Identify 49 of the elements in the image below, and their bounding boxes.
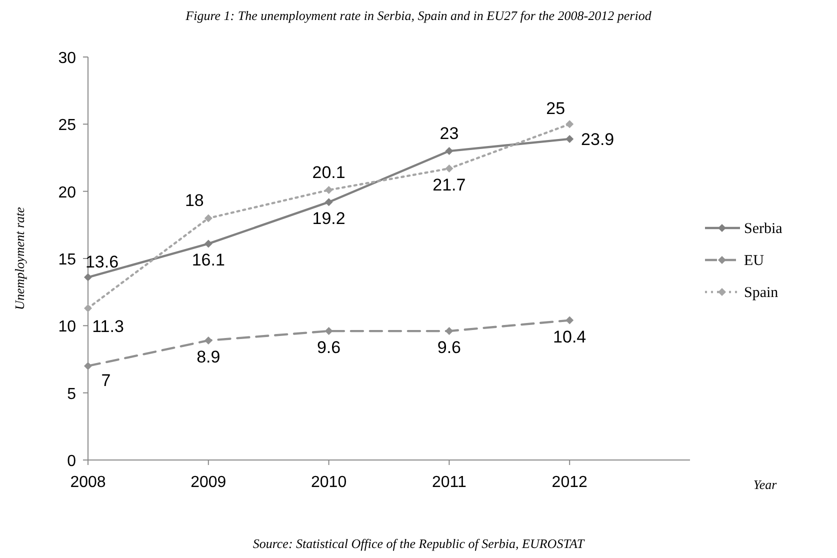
x-axis-title: Year bbox=[753, 477, 778, 492]
point bbox=[324, 186, 333, 194]
point bbox=[204, 240, 212, 248]
legend-label: Spain bbox=[744, 285, 779, 301]
data-label: 8.9 bbox=[196, 347, 220, 366]
point bbox=[84, 273, 92, 282]
y-tick-label: 0 bbox=[67, 453, 76, 470]
point bbox=[84, 362, 92, 370]
point bbox=[204, 214, 212, 222]
point bbox=[445, 147, 454, 156]
data-label: 21.7 bbox=[432, 175, 466, 194]
data-label: 19.2 bbox=[312, 209, 346, 228]
data-label: 16.1 bbox=[192, 250, 225, 270]
x-tick-label: 2011 bbox=[432, 474, 467, 491]
data-label: 7 bbox=[101, 370, 111, 390]
x-tick-label: 2010 bbox=[311, 474, 347, 491]
y-tick-label: 25 bbox=[58, 117, 76, 134]
data-label: 9.6 bbox=[437, 338, 462, 358]
point bbox=[324, 198, 333, 206]
x-tick-label: 2008 bbox=[70, 474, 106, 491]
data-label: 13.6 bbox=[85, 252, 119, 272]
data-label: 11.3 bbox=[92, 317, 124, 336]
point bbox=[204, 336, 212, 344]
data-label: 23.9 bbox=[581, 130, 614, 149]
chart-title: Figure 1: The unemployment rate in Serbia, Spain and in EU27 for the 2008-2012 period bbox=[184, 8, 652, 23]
data-label: 23 bbox=[440, 124, 459, 144]
source-note: Source: Statistical Office of the Republic of Serbia, EUROSTAT bbox=[252, 536, 585, 551]
point bbox=[566, 134, 574, 143]
legend-label: Serbia bbox=[744, 221, 783, 237]
x-tick-label: 2009 bbox=[190, 474, 226, 491]
point bbox=[566, 120, 574, 128]
y-axis-title: Unemployment rate bbox=[12, 206, 27, 310]
legend-label: EU bbox=[744, 253, 764, 269]
y-tick-label: 30 bbox=[58, 50, 76, 67]
point bbox=[84, 304, 92, 312]
point bbox=[445, 164, 454, 172]
data-label: 10.4 bbox=[553, 327, 586, 346]
y-tick-label: 5 bbox=[67, 386, 76, 403]
data-label: 9.6 bbox=[316, 338, 341, 358]
y-tick-label: 20 bbox=[58, 184, 76, 202]
data-label: 20.1 bbox=[312, 162, 346, 182]
y-tick-label: 10 bbox=[58, 318, 76, 336]
point bbox=[566, 316, 574, 324]
data-label: 25 bbox=[546, 99, 566, 118]
data-label: 18 bbox=[184, 191, 204, 210]
point bbox=[445, 327, 454, 336]
x-tick-label: 2012 bbox=[552, 474, 588, 491]
point bbox=[324, 327, 333, 336]
y-tick-label: 15 bbox=[58, 252, 76, 268]
